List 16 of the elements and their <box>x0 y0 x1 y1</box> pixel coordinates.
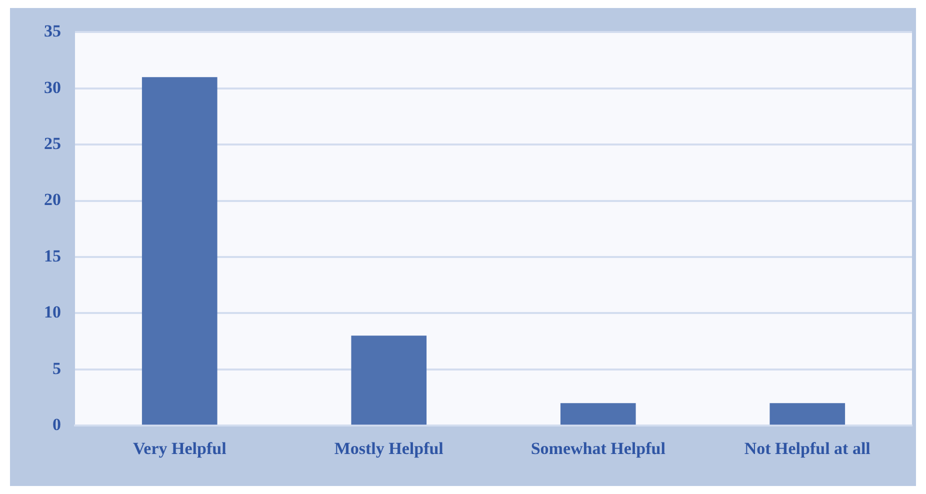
y-tick-label: 30 <box>44 78 61 97</box>
x-tick-label: Mostly Helpful <box>334 439 444 458</box>
y-tick-label: 25 <box>44 134 61 153</box>
bar <box>770 403 846 425</box>
bar <box>351 336 427 425</box>
y-tick-label: 20 <box>44 190 61 210</box>
y-tick-label: 10 <box>44 302 61 322</box>
x-tick-label: Not Helpful at all <box>744 439 871 458</box>
bar <box>142 77 218 425</box>
y-tick-label: 15 <box>44 246 61 266</box>
x-tick-label: Somewhat Helpful <box>530 439 666 458</box>
y-tick-label: 35 <box>44 22 61 41</box>
bar <box>560 403 636 425</box>
y-tick-label: 5 <box>52 358 61 378</box>
x-tick-label: Very Helpful <box>132 439 227 458</box>
y-tick-label: 0 <box>52 414 61 434</box>
